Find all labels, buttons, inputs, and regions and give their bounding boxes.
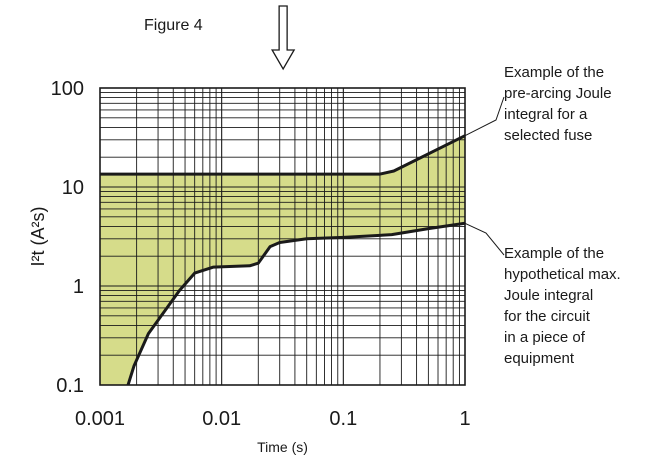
chart-annotation-layer [464,96,505,256]
annotation-pre-arcing: Example of the pre-arcing Joule integral… [504,64,612,144]
down-arrow-icon [270,5,296,71]
chart-tick-layer: 0.001 0.01 0.1 1 0.1 1 10 100 [51,78,471,430]
x-tick-label: 0.01 [202,408,241,430]
y-tick-label: 0.1 [56,375,84,397]
annotation-leader-bottom [464,222,505,256]
x-tick-label: 1 [459,408,470,430]
y-axis-label: I²t (A²s) [28,207,48,267]
y-tick-label: 10 [62,177,84,199]
figure-label: Figure 4 [144,17,203,34]
y-tick-label: 100 [51,78,84,100]
chart-fill-layer [100,135,465,385]
x-tick-label: 0.001 [75,408,125,430]
plot-frame [99,87,466,386]
y-tick-label: 1 [73,276,84,298]
series-line-hypothetical-max [126,221,466,386]
chart-line-layer [100,134,466,386]
fill-region [100,135,465,385]
x-axis-label: Time (s) [257,439,308,455]
chart-grid-layer [100,88,465,385]
x-tick-label: 0.1 [329,408,357,430]
annotation-hypothetical-max: Example of the hypothetical max. Joule i… [504,245,621,367]
series-line-pre-arcing [100,134,466,176]
chart-marker-layer [270,5,296,71]
annotation-leader-top [464,96,505,137]
